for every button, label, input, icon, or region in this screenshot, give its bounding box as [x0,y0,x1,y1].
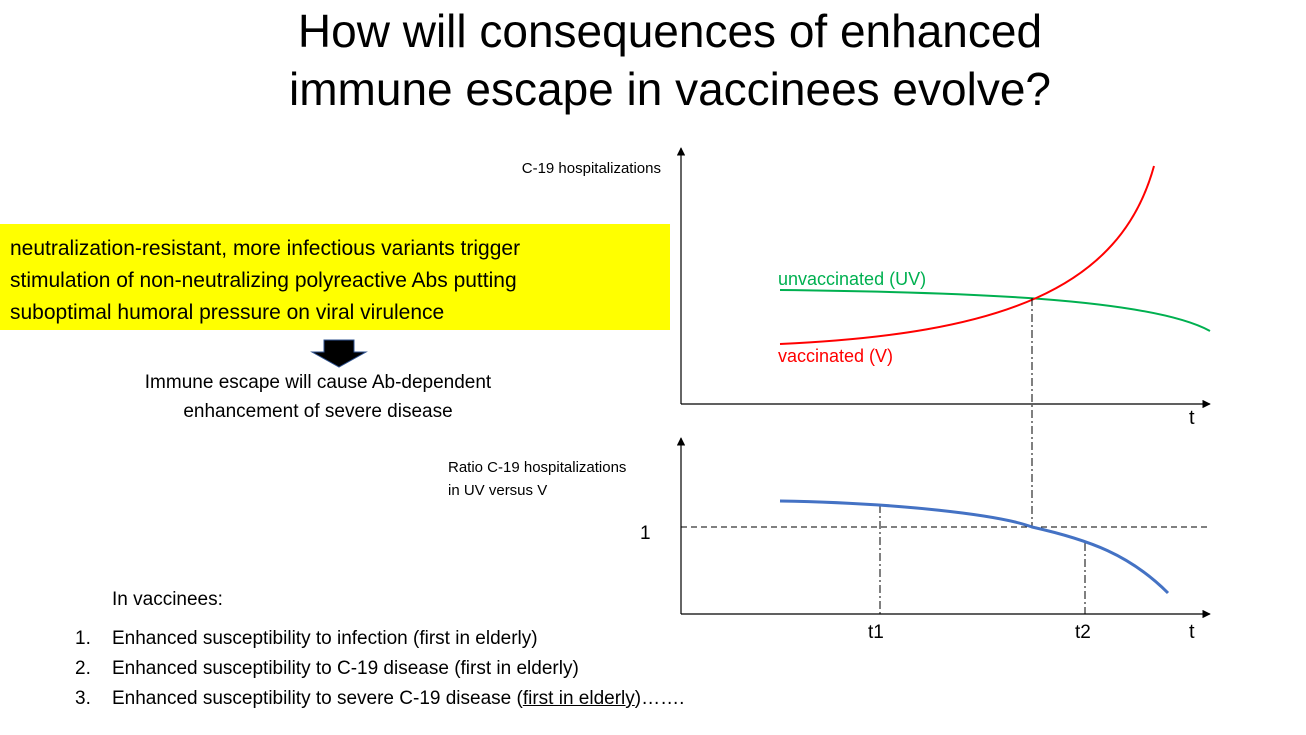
list-text-before: Enhanced susceptibility to severe C-19 d… [112,688,523,709]
highlighted-statement: neutralization-resistant, more infectiou… [0,224,670,330]
list-text: Enhanced susceptibility to C-19 disease … [112,658,579,679]
bottom-x-axis-label: t [1189,621,1195,643]
highlight-line-1: neutralization-resistant, more infectiou… [10,237,521,260]
top-plot: C-19 hospitalizations t unvaccinated (UV… [522,147,1211,429]
list-item: 1. Enhanced susceptibility to infection … [72,624,684,654]
vaccinated-curve [779,165,1155,345]
list-text: Enhanced susceptibility to infection (fi… [112,628,538,649]
unvaccinated-curve [779,289,1211,332]
t1-label: t1 [868,622,884,643]
top-y-axis-label: C-19 hospitalizations [522,160,661,177]
list-number: 2. [75,658,91,679]
vaccinated-label: vaccinated (V) [778,346,893,366]
ratio-one-label: 1 [640,523,651,544]
conclusion-line-1: Immune escape will cause Ab-dependent [144,372,492,393]
vaccinees-heading: In vaccinees: [112,589,223,610]
t2-label: t2 [1075,622,1091,643]
bottom-y-axis-label-line-1: Ratio C-19 hospitalizations [448,459,626,476]
list-item: 3. Enhanced susceptibility to severe C-1… [72,684,684,714]
title-line-2: immune escape in vaccinees evolve? [289,63,1051,115]
ratio-curve [779,499,1170,595]
unvaccinated-label: unvaccinated (UV) [778,269,926,289]
list-number: 1. [75,628,91,649]
list-text-underlined: first in elderly [522,688,635,709]
highlight-line-3: suboptimal humoral pressure on viral vir… [10,301,445,324]
down-arrow-icon [310,339,368,368]
susceptibility-list: 1. Enhanced susceptibility to infection … [72,624,684,714]
conclusion-text: Immune escape will cause Ab-dependent en… [100,368,536,426]
list-text-after: )……. [634,688,685,709]
slide-title: How will consequences of enhanced immune… [150,2,1190,118]
highlight-line-2: stimulation of non-neutralizing polyreac… [10,269,517,292]
list-number: 3. [75,688,91,709]
top-x-axis-label: t [1189,407,1195,429]
bottom-plot: Ratio C-19 hospitalizations in UV versus… [448,437,1211,643]
list-item: 2. Enhanced susceptibility to C-19 disea… [72,654,684,684]
conclusion-line-2: enhancement of severe disease [183,401,453,422]
bottom-y-axis-label-line-2: in UV versus V [448,482,547,499]
title-line-1: How will consequences of enhanced [297,5,1043,57]
